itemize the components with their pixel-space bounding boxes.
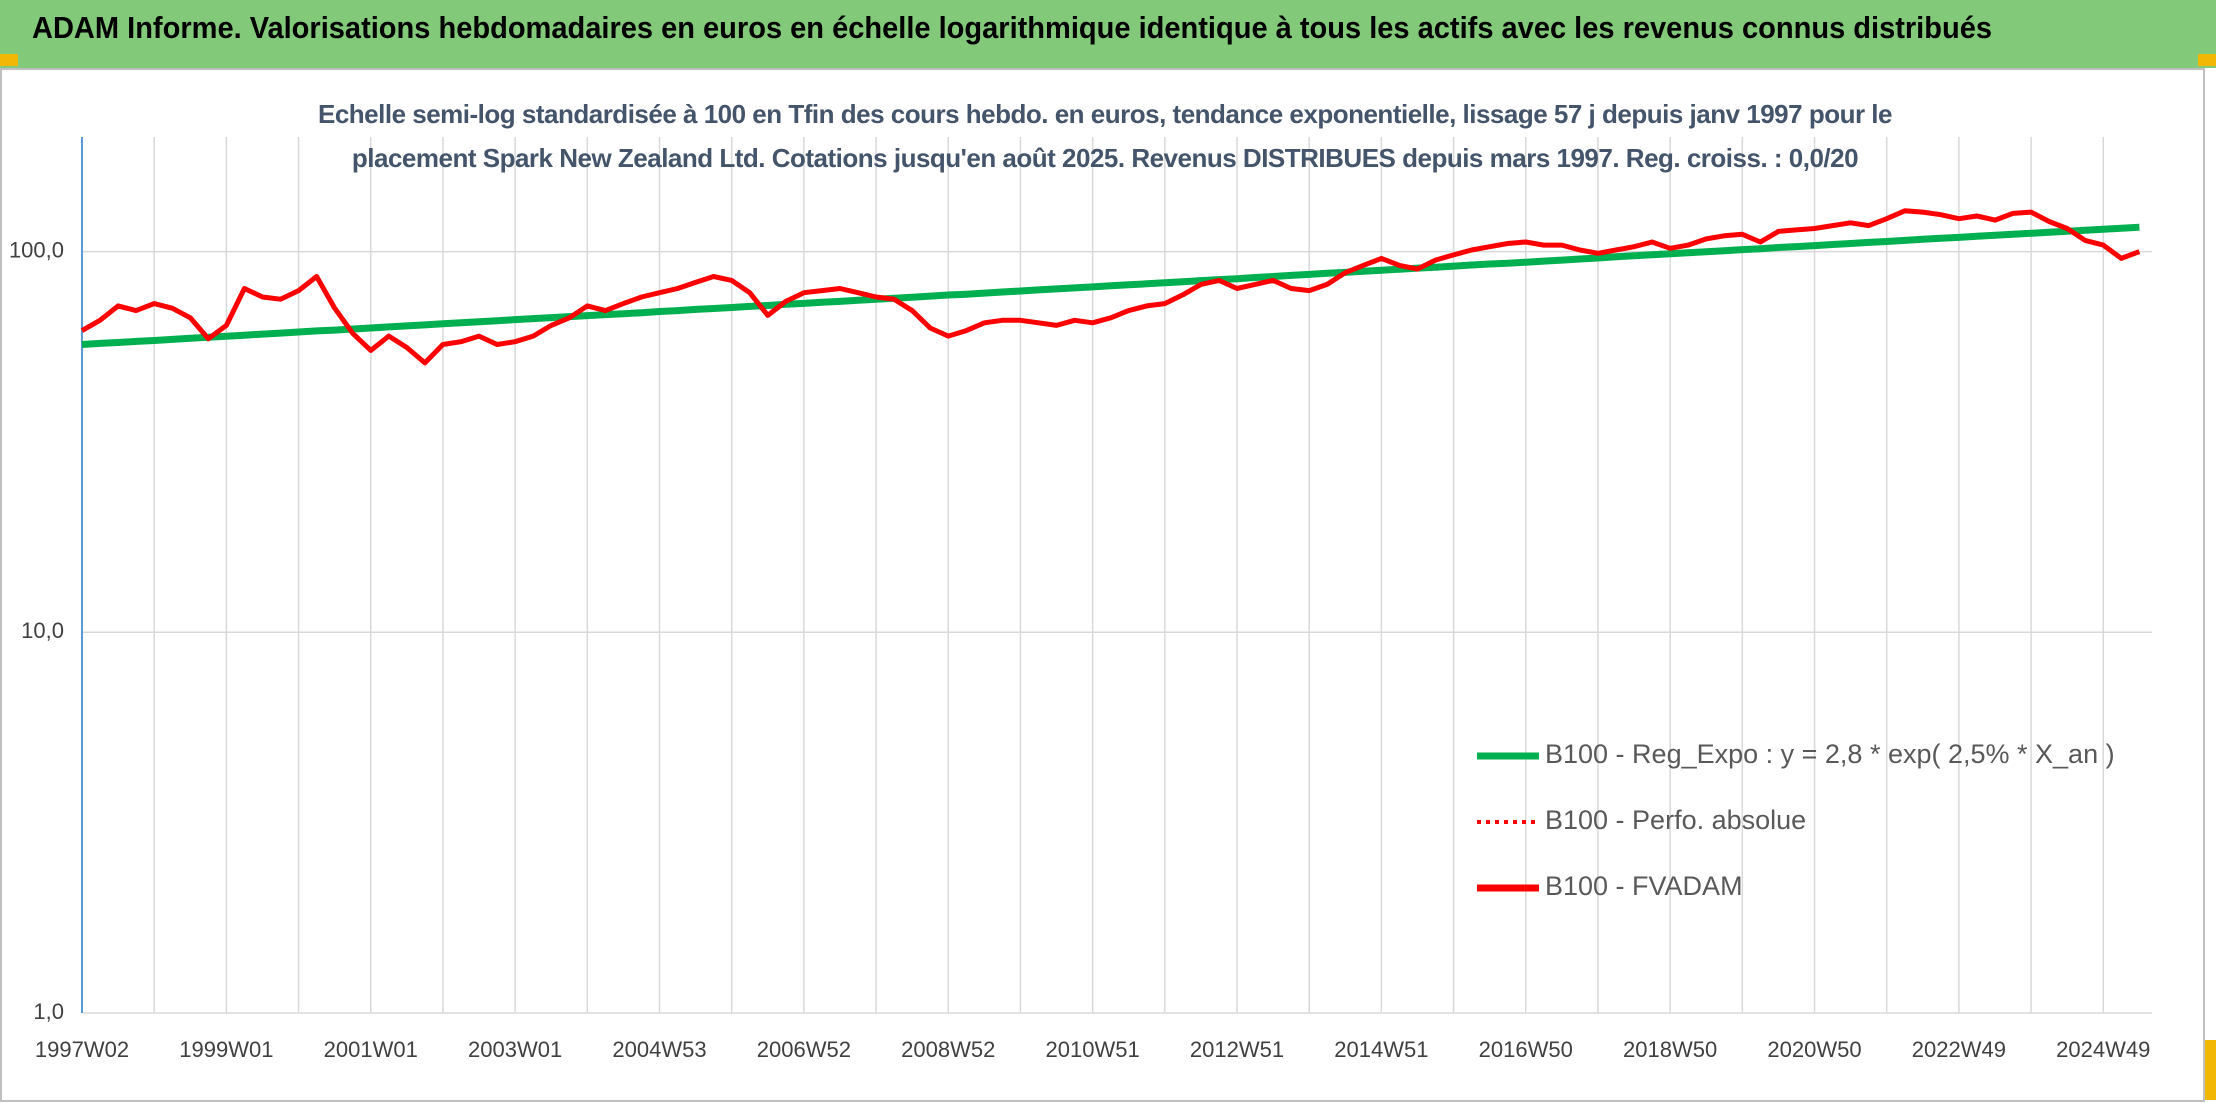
y-tick-label: 1,0 bbox=[33, 999, 64, 1024]
corner-mark bbox=[0, 54, 18, 66]
x-tick-label: 2022W49 bbox=[1912, 1037, 2006, 1062]
legend-label: B100 - FVADAM bbox=[1545, 871, 1743, 901]
series-line bbox=[80, 208, 2141, 366]
x-tick-label: 2001W01 bbox=[324, 1037, 418, 1062]
x-tick-label: 2018W50 bbox=[1623, 1037, 1717, 1062]
x-tick-label: 2016W50 bbox=[1479, 1037, 1573, 1062]
chart-subtitle: Echelle semi-log standardisée à 100 en T… bbox=[317, 99, 1893, 173]
x-tick-label: 1997W02 bbox=[35, 1037, 129, 1062]
series-line bbox=[81, 223, 2140, 348]
corner-mark bbox=[2205, 1040, 2216, 1100]
chart-border bbox=[0, 68, 2205, 1102]
legend-label: B100 - Reg_Expo : y = 2,8 * exp( 2,5% * … bbox=[1545, 739, 2115, 769]
y-tick-label: 10,0 bbox=[21, 618, 64, 643]
x-tick-label: 2008W52 bbox=[901, 1037, 995, 1062]
x-tick-label: 2010W51 bbox=[1046, 1037, 1140, 1062]
x-tick-label: 2020W50 bbox=[1767, 1037, 1861, 1062]
x-tick-label: 2006W52 bbox=[757, 1037, 851, 1062]
x-tick-label: 2003W01 bbox=[468, 1037, 562, 1062]
legend-label: B100 - Perfo. absolue bbox=[1545, 805, 1806, 835]
x-tick-label: 2004W53 bbox=[612, 1037, 706, 1062]
x-tick-label: 2024W49 bbox=[2056, 1037, 2150, 1062]
x-tick-label: 2012W51 bbox=[1190, 1037, 1284, 1062]
x-tick-label: 2014W51 bbox=[1334, 1037, 1428, 1062]
corner-mark bbox=[2198, 54, 2216, 66]
page-title: ADAM Informe. Valorisations hebdomadaire… bbox=[32, 10, 1992, 45]
y-tick-label: 100,0 bbox=[9, 237, 64, 262]
header-bar bbox=[0, 0, 2216, 68]
x-tick-label: 1999W01 bbox=[179, 1037, 273, 1062]
